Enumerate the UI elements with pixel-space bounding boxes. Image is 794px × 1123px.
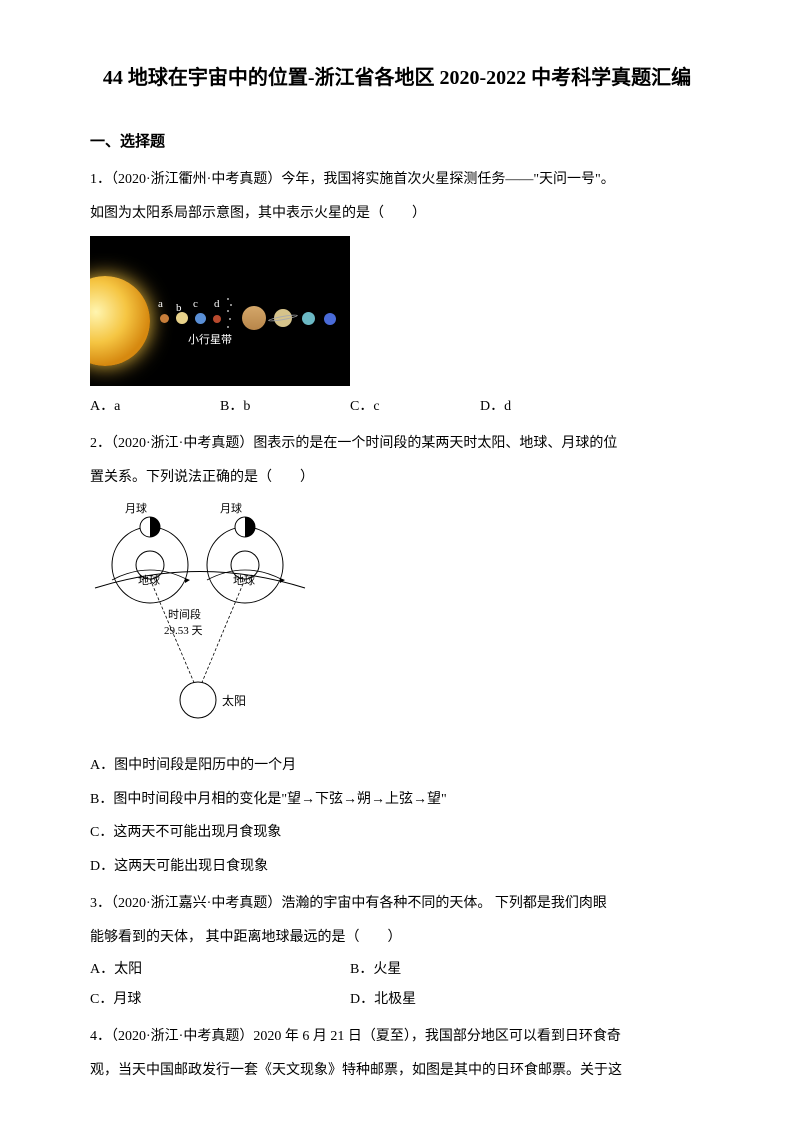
q3-option-a: A．太阳 xyxy=(90,955,350,986)
days-label: 29.53 天 xyxy=(164,625,203,637)
label-c: c xyxy=(193,292,198,316)
q1-figure: a b c d 小行星带 xyxy=(90,236,704,386)
sun-label: 太阳 xyxy=(222,693,246,708)
q2-figure: 月球 地球 月球 地球 时间段 29.53 天 太阳 xyxy=(90,500,704,743)
q3-options: A．太阳 B．火星 C．月球 D．北极星 xyxy=(90,955,610,1017)
question-4: 4．（2020·浙江·中考真题）2020 年 6 月 21 日（夏至），我国部分… xyxy=(90,1020,704,1087)
moon-label-right: 月球 xyxy=(220,501,242,515)
planet-jupiter xyxy=(242,306,266,330)
q1-option-a: A．a xyxy=(90,392,220,423)
q3-option-c: C．月球 xyxy=(90,985,350,1016)
q4-stem-line1: 4．（2020·浙江·中考真题）2020 年 6 月 21 日（夏至），我国部分… xyxy=(90,1020,704,1054)
question-1: 1．（2020·浙江衢州·中考真题）今年，我国将实施首次火星探测任务——"天问一… xyxy=(90,163,704,423)
moon-label-left: 月球 xyxy=(125,501,147,515)
q1-option-c: C．c xyxy=(350,392,480,423)
planet-d xyxy=(213,315,221,323)
q1-stem-line1: 1．（2020·浙江衢州·中考真题）今年，我国将实施首次火星探测任务——"天问一… xyxy=(90,163,704,197)
section-heading: 一、选择题 xyxy=(90,126,704,159)
q3-option-d: D．北极星 xyxy=(350,985,610,1016)
moon-phase-diagram: 月球 地球 月球 地球 时间段 29.53 天 太阳 xyxy=(90,500,310,730)
asteroid-belt-icon xyxy=(227,296,229,336)
planet-neptune xyxy=(324,313,336,325)
q1-option-b: B．b xyxy=(220,392,350,423)
page-title: 44 地球在宇宙中的位置-浙江省各地区 2020-2022 中考科学真题汇编 xyxy=(90,60,704,96)
q1-options: A．a B．b C．c D．d xyxy=(90,392,610,423)
sun-icon xyxy=(90,276,150,366)
solar-system-diagram: a b c d 小行星带 xyxy=(90,236,350,386)
planet-uranus xyxy=(302,312,315,325)
timespan-label: 时间段 xyxy=(168,607,201,621)
label-a: a xyxy=(158,292,163,316)
label-d: d xyxy=(214,292,220,316)
question-3: 3．（2020·浙江嘉兴·中考真题）浩瀚的宇宙中有各种不同的天体。 下列都是我们… xyxy=(90,887,704,1016)
q3-stem-line2: 能够看到的天体， 其中距离地球最远的是（ ） xyxy=(90,921,704,955)
asteroid-belt-label: 小行星带 xyxy=(188,328,232,352)
q1-stem-line2: 如图为太阳系局部示意图，其中表示火星的是（ ） xyxy=(90,197,704,231)
q2-option-b: B．图中时间段中月相的变化是"望→下弦→朔→上弦→望" xyxy=(90,783,704,817)
q2-option-a: A．图中时间段是阳历中的一个月 xyxy=(90,749,704,783)
q2-stem-line2: 置关系。下列说法正确的是（ ） xyxy=(90,461,704,495)
q3-option-b: B．火星 xyxy=(350,955,610,986)
label-b: b xyxy=(176,296,182,320)
q3-stem-line1: 3．（2020·浙江嘉兴·中考真题）浩瀚的宇宙中有各种不同的天体。 下列都是我们… xyxy=(90,887,704,921)
q2-option-c: C．这两天不可能出现月食现象 xyxy=(90,816,704,850)
q4-stem-line2: 观，当天中国邮政发行一套《天文现象》特种邮票，如图是其中的日环食邮票。关于这 xyxy=(90,1054,704,1088)
q2-stem-line1: 2．（2020·浙江·中考真题）图表示的是在一个时间段的某两天时太阳、地球、月球… xyxy=(90,427,704,461)
question-2: 2．（2020·浙江·中考真题）图表示的是在一个时间段的某两天时太阳、地球、月球… xyxy=(90,427,704,883)
q1-option-d: D．d xyxy=(480,392,610,423)
q2-option-d: D．这两天可能出现日食现象 xyxy=(90,850,704,884)
